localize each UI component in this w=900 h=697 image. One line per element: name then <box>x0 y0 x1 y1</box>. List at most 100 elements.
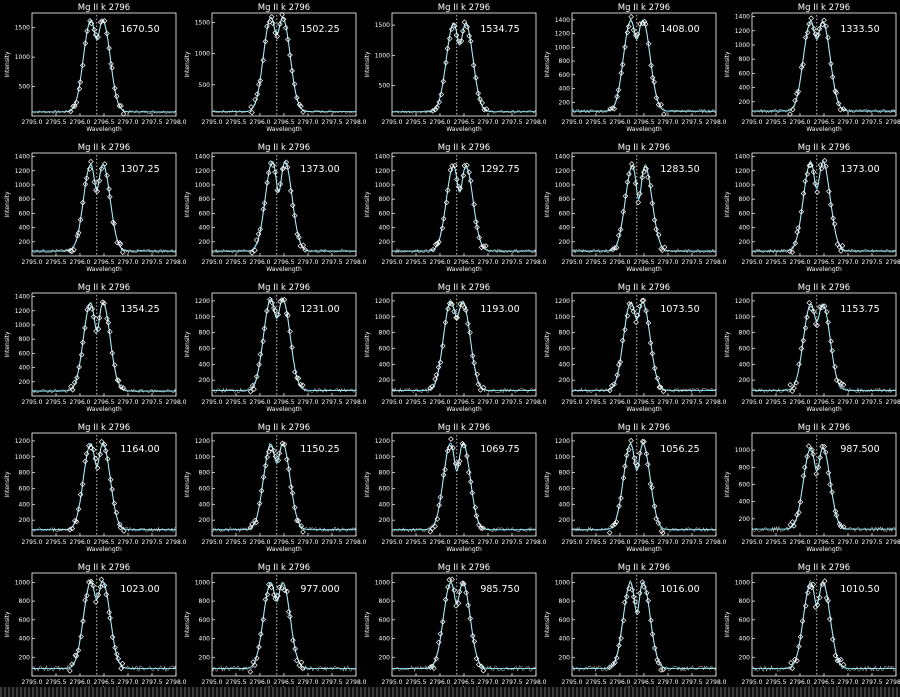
data-point-marker <box>467 615 474 622</box>
data-point-marker <box>473 219 479 225</box>
x-tick-label: 2796.0 <box>610 259 631 266</box>
y-tick-label: 1200 <box>195 168 210 175</box>
panel-title: Mg II k 2796 <box>438 563 490 573</box>
y-tick-label: 1400 <box>735 14 750 21</box>
data-point-marker <box>86 166 93 172</box>
data-point-marker <box>612 659 618 666</box>
x-tick-label: 2796.5 <box>274 119 295 126</box>
data-point-marker <box>641 438 647 445</box>
data-point-marker <box>104 172 110 179</box>
data-point-marker <box>103 591 110 598</box>
data-point-marker <box>291 212 298 219</box>
data-point-marker <box>787 382 794 388</box>
data-point-marker <box>106 45 112 51</box>
data-point-marker <box>659 247 666 253</box>
x-tick-label: 2796.0 <box>250 119 271 126</box>
data-point-marker <box>819 443 825 450</box>
y-tick-label: 800 <box>739 464 751 471</box>
x-axis-label: Wavelength <box>266 126 302 133</box>
data-point-marker <box>656 384 663 390</box>
data-point-marker <box>810 581 816 588</box>
data-point-marker <box>459 580 465 587</box>
y-tick-label: 1000 <box>195 51 210 58</box>
y-axis-label: Intensity <box>364 331 371 358</box>
data-point-marker <box>256 81 262 88</box>
x-tick-label: 2797.5 <box>502 399 523 406</box>
data-point-marker <box>651 503 658 509</box>
x-tick-label: 2796.5 <box>454 539 475 546</box>
data-point-marker <box>797 634 804 640</box>
data-point-marker <box>797 499 804 505</box>
data-point-marker <box>814 189 820 195</box>
data-point-marker <box>453 603 459 609</box>
data-point-marker <box>86 579 92 585</box>
data-point-marker <box>811 25 817 32</box>
x-tick-label: 2796.5 <box>274 679 295 686</box>
data-point-marker <box>296 234 302 241</box>
data-point-marker <box>95 592 102 598</box>
data-point-marker <box>461 162 468 169</box>
y-tick-label: 200 <box>19 517 31 524</box>
x-tick-label: 2798.0 <box>526 119 547 126</box>
data-point-marker <box>444 448 451 454</box>
y-tick-label: 600 <box>199 345 211 352</box>
data-point-marker <box>90 446 97 453</box>
data-point-marker <box>816 594 823 601</box>
data-point-marker <box>649 74 656 81</box>
data-point-marker <box>838 656 844 663</box>
data-point-marker <box>468 178 474 184</box>
data-point-marker <box>257 77 264 84</box>
data-point-marker <box>302 247 309 253</box>
y-tick-label: 500 <box>199 82 211 89</box>
data-point-marker <box>804 453 810 460</box>
x-tick-label: 2797.5 <box>322 119 343 126</box>
y-tick-label: 200 <box>739 377 751 384</box>
data-point-marker <box>474 224 480 231</box>
x-tick-label: 2795.0 <box>202 399 223 406</box>
data-point-marker <box>98 165 105 172</box>
data-point-marker <box>800 337 807 344</box>
data-point-marker <box>653 226 659 233</box>
data-point-marker <box>295 375 302 382</box>
y-tick-label: 1200 <box>555 31 570 38</box>
data-point-marker <box>94 465 101 471</box>
data-point-marker <box>829 636 836 643</box>
data-point-marker <box>822 449 829 456</box>
data-point-marker <box>271 591 277 598</box>
data-point-marker <box>290 637 296 643</box>
x-tick-label: 2795.0 <box>202 539 223 546</box>
data-point-marker <box>620 475 627 481</box>
x-tick-label: 2798.0 <box>706 259 727 266</box>
data-point-marker <box>434 104 440 110</box>
data-point-marker <box>113 509 120 516</box>
data-point-marker <box>802 178 808 185</box>
x-axis-label: Wavelength <box>86 266 122 273</box>
y-tick-label: 600 <box>739 70 751 77</box>
data-point-marker <box>643 165 649 172</box>
data-point-marker <box>464 162 470 168</box>
x-tick-label: 2796.0 <box>610 119 631 126</box>
data-point-marker <box>442 466 448 473</box>
y-tick-label: 600 <box>199 485 211 492</box>
y-tick-label: 1000 <box>375 579 390 586</box>
data-point-marker <box>633 319 639 326</box>
x-tick-label: 2795.5 <box>766 539 787 546</box>
y-tick-label: 400 <box>559 225 571 232</box>
data-point-marker <box>474 371 480 378</box>
data-point-marker <box>804 314 810 321</box>
y-tick-label: 1000 <box>195 579 210 586</box>
data-point-marker <box>427 528 434 535</box>
x-tick-label: 2798.0 <box>346 119 367 126</box>
y-tick-label: 1000 <box>15 182 30 189</box>
y-tick-label: 600 <box>739 345 751 352</box>
data-point-marker <box>121 528 127 534</box>
data-point-marker <box>264 454 270 460</box>
y-tick-label: 1000 <box>555 579 570 586</box>
x-tick-label: 2795.5 <box>406 679 427 686</box>
data-point-marker <box>652 365 658 372</box>
